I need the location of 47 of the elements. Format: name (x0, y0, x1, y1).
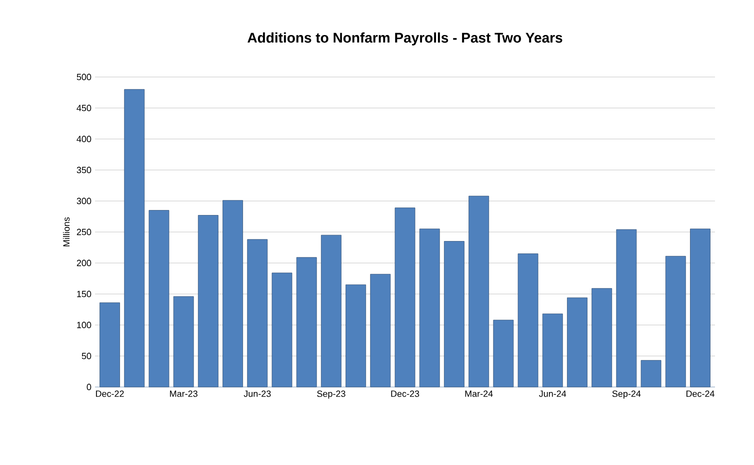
bar (542, 314, 563, 388)
bar (640, 360, 662, 388)
y-tick-label: 200 (76, 260, 92, 266)
x-tick-label: Sep-24 (612, 390, 641, 399)
y-tick-label: 50 (82, 352, 92, 360)
x-tick-label: Dec-23 (391, 390, 420, 397)
bar (394, 208, 416, 388)
chart-title: Additions to Nonfarm Payrolls - Past Two Years (248, 32, 562, 46)
bar (616, 229, 637, 388)
bar (320, 234, 342, 388)
y-tick-label: 400 (76, 136, 92, 142)
x-tick-label: Sep-23 (317, 390, 346, 399)
bar (370, 274, 391, 388)
bar (124, 89, 145, 388)
x-tick-label: Jun-24 (539, 390, 566, 397)
y-tick-label: 300 (76, 198, 92, 204)
x-tick-label: Jun-23 (244, 390, 271, 397)
bar (222, 200, 243, 388)
bar (468, 196, 490, 388)
bar (148, 210, 170, 388)
bar (198, 215, 218, 388)
x-tick-label: Dec-22 (96, 390, 124, 397)
bar (592, 288, 612, 388)
y-axis-title: Millions (62, 217, 70, 246)
bar (419, 228, 440, 388)
y-tick-label: 150 (77, 290, 92, 298)
bar (346, 284, 366, 388)
bar (567, 298, 588, 388)
bar (493, 320, 514, 388)
y-tick-label: 350 (76, 166, 92, 174)
bar (690, 228, 710, 388)
y-tick-label: 100 (77, 322, 92, 328)
bar (444, 241, 464, 388)
y-tick-label: 0 (86, 384, 92, 390)
x-tick-label: Dec-24 (686, 390, 714, 397)
bar (173, 296, 194, 388)
y-tick-label: 250 (76, 228, 92, 236)
bar (296, 257, 317, 388)
bar (272, 272, 292, 388)
bar (665, 256, 686, 388)
bar (518, 253, 538, 388)
x-tick-label: Mar-24 (465, 390, 493, 397)
bar (247, 239, 268, 388)
bar (100, 302, 120, 388)
x-tick-label: Mar-23 (170, 390, 198, 397)
y-tick-label: 450 (76, 104, 92, 112)
y-tick-label: 500 (76, 74, 92, 80)
